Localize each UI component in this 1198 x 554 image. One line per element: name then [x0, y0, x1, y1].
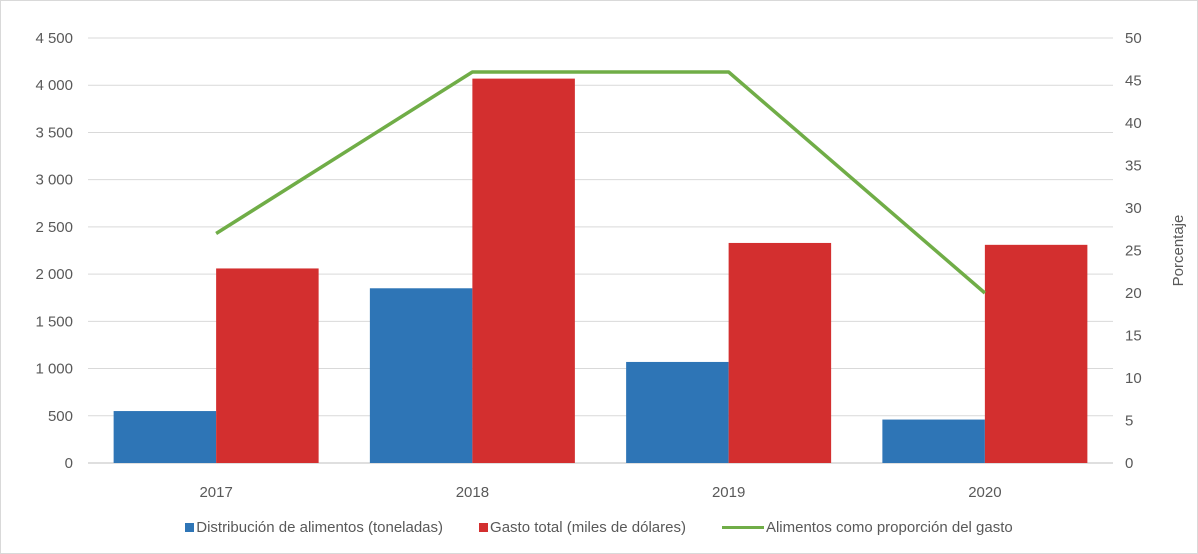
legend-item-distribucion: Distribución de alimentos (toneladas): [185, 519, 443, 536]
legend-label-distribucion: Distribución de alimentos (toneladas): [196, 519, 443, 536]
y-right-tick-label: 25: [1125, 243, 1142, 260]
y-right-tick-label: 45: [1125, 73, 1142, 90]
legend-swatch-red: [479, 523, 488, 532]
legend-item-proporcion: Alimentos como proporción del gasto: [722, 519, 1013, 536]
x-tick-label: 2019: [712, 484, 745, 501]
y-right-tick-label: 30: [1125, 200, 1142, 217]
line-proporcion: [216, 72, 985, 293]
legend-label-gasto: Gasto total (miles de dólares): [490, 519, 686, 536]
bar-distribucion: [626, 362, 729, 463]
y-left-tick-label: 4 000: [35, 77, 73, 94]
y-left-tick-label: 500: [48, 408, 73, 425]
x-tick-label: 2020: [968, 484, 1001, 501]
bar-distribucion: [370, 288, 473, 463]
bar-gasto: [216, 268, 319, 463]
y-right-tick-label: 15: [1125, 328, 1142, 345]
y-left-tick-label: 2 500: [35, 219, 73, 236]
y-left-tick-label: 0: [65, 455, 73, 472]
y-right-tick-label: 5: [1125, 413, 1133, 430]
y-left-tick-label: 2 000: [35, 266, 73, 283]
y-left-tick-label: 1 500: [35, 313, 73, 330]
y-right-axis-label: Porcentaje: [1170, 215, 1187, 287]
bar-gasto: [729, 243, 832, 463]
x-tick-label: 2018: [456, 484, 489, 501]
y-right-tick-label: 20: [1125, 285, 1142, 302]
bar-gasto: [985, 245, 1088, 463]
y-left-tick-label: 4 500: [35, 30, 73, 47]
legend-swatch-blue: [185, 523, 194, 532]
legend: Distribución de alimentos (toneladas) Ga…: [1, 515, 1197, 539]
bar-distribucion: [114, 411, 217, 463]
legend-swatch-green-line: [722, 526, 764, 529]
legend-label-proporcion: Alimentos como proporción del gasto: [766, 519, 1013, 536]
y-right-tick-label: 40: [1125, 115, 1142, 132]
y-right-tick-label: 10: [1125, 370, 1142, 387]
y-right-tick-label: 35: [1125, 158, 1142, 175]
x-tick-label: 2017: [199, 484, 232, 501]
bar-gasto: [472, 79, 575, 463]
legend-item-gasto: Gasto total (miles de dólares): [479, 519, 686, 536]
y-left-tick-label: 1 000: [35, 361, 73, 378]
bar-distribucion: [882, 420, 985, 463]
y-left-tick-label: 3 000: [35, 172, 73, 189]
y-right-tick-label: 0: [1125, 455, 1133, 472]
y-right-tick-label: 50: [1125, 30, 1142, 47]
y-left-tick-label: 3 500: [35, 124, 73, 141]
